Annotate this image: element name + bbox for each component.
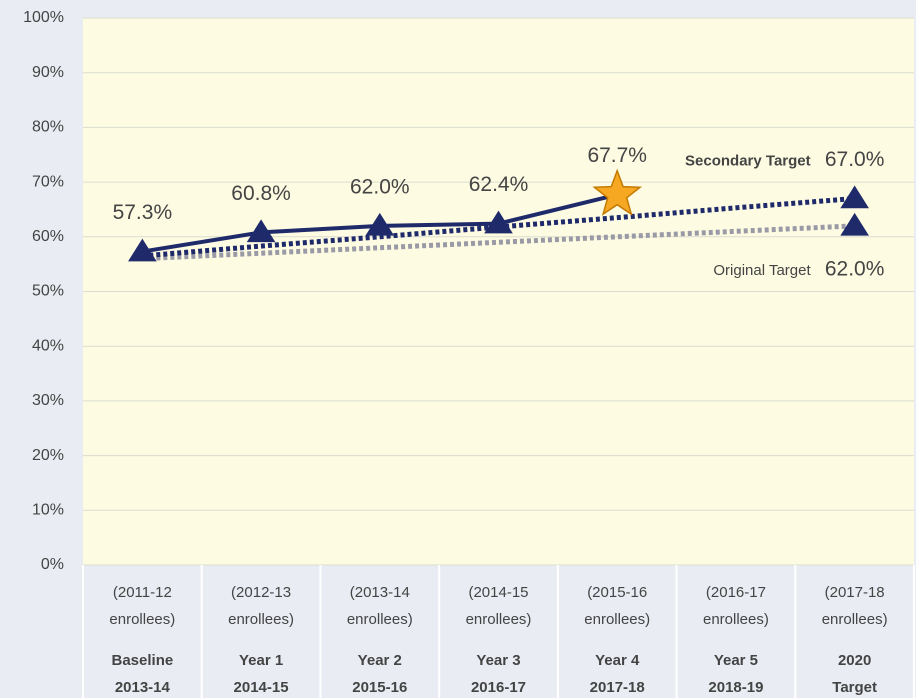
x-tick-label: (2012-13	[231, 584, 291, 601]
x-tick-label: (2014-15	[468, 584, 528, 601]
x-tick-label: Year 3	[476, 652, 520, 669]
value-label: 62.4%	[469, 173, 529, 196]
marker	[365, 212, 395, 236]
x-tick-label: 2016-17	[471, 679, 526, 696]
x-tick-label: 2014-15	[234, 679, 289, 696]
x-tick-label: (2016-17	[706, 584, 766, 601]
x-tick-label: (2017-18	[825, 584, 885, 601]
y-tick-label: 0%	[41, 556, 64, 573]
marker	[592, 168, 643, 216]
x-tick-label: enrollees)	[347, 611, 413, 628]
x-tick-label: 2020	[838, 652, 871, 669]
x-tick-label: Target	[832, 679, 877, 696]
x-tick-label: enrollees)	[109, 611, 175, 628]
x-tick-label: Year 5	[714, 652, 758, 669]
x-tick-label: (2011-12	[113, 584, 172, 601]
x-tick-label: 2013-14	[115, 679, 171, 696]
marker	[246, 219, 276, 243]
value-label: 67.0%	[825, 148, 885, 171]
value-label: 62.0%	[350, 175, 410, 198]
series-label: Original Target	[713, 262, 811, 279]
x-tick-label: 2015-16	[352, 679, 407, 696]
value-label: 57.3%	[113, 201, 173, 224]
x-tick-label: enrollees)	[703, 611, 769, 628]
y-tick-label: 20%	[32, 447, 64, 464]
value-label: 67.7%	[587, 144, 647, 167]
x-tick-label: (2015-16	[587, 584, 647, 601]
marker	[128, 238, 157, 262]
x-tick-label: enrollees)	[466, 611, 532, 628]
marker	[484, 210, 513, 234]
x-tick-label: Baseline	[112, 652, 174, 669]
value-label: 60.8%	[231, 182, 291, 205]
x-tick-label: Year 1	[239, 652, 283, 669]
y-tick-label: 50%	[32, 283, 64, 300]
marker	[840, 185, 869, 209]
x-tick-label: (2013-14	[350, 584, 410, 601]
series-label: Secondary Target	[685, 152, 811, 169]
x-tick-label: Year 2	[358, 652, 402, 669]
marker	[840, 212, 869, 236]
x-tick-label: 2018-19	[708, 679, 763, 696]
x-tick-label: enrollees)	[822, 611, 888, 628]
x-tick-label: Year 4	[595, 652, 640, 669]
y-tick-label: 80%	[32, 119, 64, 136]
y-tick-label: 10%	[32, 502, 64, 519]
x-tick-label: enrollees)	[584, 611, 650, 628]
y-tick-label: 60%	[32, 228, 64, 245]
x-tick-label: 2017-18	[590, 679, 645, 696]
y-tick-label: 100%	[23, 9, 64, 26]
x-tick-label: enrollees)	[228, 611, 294, 628]
y-tick-label: 90%	[32, 64, 64, 81]
y-tick-label: 30%	[32, 392, 64, 409]
y-tick-label: 70%	[32, 173, 64, 190]
value-label: 62.0%	[825, 257, 885, 280]
y-tick-label: 40%	[32, 337, 64, 354]
